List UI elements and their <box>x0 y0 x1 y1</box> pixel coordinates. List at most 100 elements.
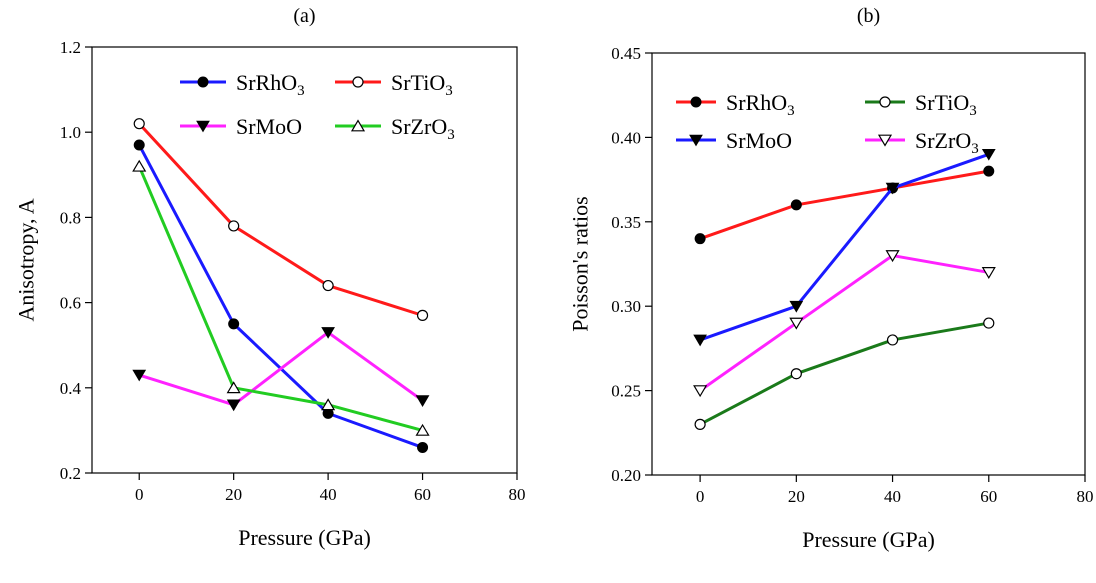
data-point <box>693 334 707 347</box>
y-tick-label: 0.20 <box>611 466 641 485</box>
data-point <box>981 267 996 280</box>
x-tick-label: 80 <box>509 485 526 504</box>
legend-label: SrZrO3 <box>391 114 455 143</box>
panel-label: (a) <box>293 5 315 27</box>
chart-panel-a: (a) 0 20 40 60 80 0.2 0.4 0.6 0.8 1.0 1.2 Pressure (… <box>14 5 526 550</box>
y-tick-label: 1.0 <box>60 123 81 142</box>
x-axis-title: Pressure (GPa) <box>238 525 371 550</box>
series-line <box>138 122 424 317</box>
data-point <box>321 398 336 411</box>
y-tick-label: 1.2 <box>60 38 81 57</box>
data-point <box>885 250 900 263</box>
data-point <box>228 220 240 232</box>
y-tick-label: 0.45 <box>611 44 641 63</box>
data-point <box>789 317 804 330</box>
x-axis-title: Pressure (GPa) <box>802 527 935 552</box>
legend-item: SrRhO3 <box>676 90 795 119</box>
series-SrTiO3 <box>694 317 995 430</box>
legend-marker <box>877 134 893 147</box>
plot-frame <box>651 52 1086 476</box>
legend-label: SrMoO <box>726 128 792 153</box>
y-tick-label: 0.2 <box>60 464 81 483</box>
panel-label: (b) <box>857 5 880 27</box>
series-SrZrO3 <box>693 250 996 398</box>
series-SrRhO3 <box>133 139 429 453</box>
series-SrRhO3 <box>694 165 995 245</box>
legend-label: SrZrO3 <box>915 128 979 157</box>
legend-item: SrTiO3 <box>335 70 453 99</box>
data-point <box>886 334 899 346</box>
data-point <box>417 441 429 453</box>
x-tick-label: 60 <box>414 485 431 504</box>
y-tick-label: 0.8 <box>60 208 81 227</box>
legend-item: SrMoO <box>180 114 302 139</box>
series-line <box>699 254 990 392</box>
data-point <box>885 182 900 195</box>
data-point <box>322 279 334 292</box>
series-line <box>699 152 990 342</box>
legend-item: SrRhO3 <box>180 70 305 99</box>
y-tick-label: 0.35 <box>611 213 641 232</box>
legend-marker <box>197 76 209 88</box>
y-tick-label: 0.6 <box>60 294 81 313</box>
y-axis-title: Anisotropy, A <box>14 198 39 321</box>
series-line <box>137 165 423 432</box>
data-point <box>226 399 241 412</box>
data-point <box>132 369 147 382</box>
data-point <box>228 318 240 330</box>
legend-item: SrZrO3 <box>335 114 455 143</box>
legend-label: SrMoO <box>236 114 302 139</box>
series-SrTiO3 <box>133 118 429 321</box>
data-point <box>694 233 706 245</box>
legend-label: SrRhO3 <box>726 90 795 119</box>
data-point <box>790 368 802 380</box>
data-point <box>416 309 429 321</box>
data-point <box>133 118 145 130</box>
x-tick-label: 80 <box>1077 487 1094 506</box>
data-point <box>789 300 804 313</box>
series-SrZrO3 <box>132 159 430 436</box>
data-point <box>132 159 147 172</box>
legend-label: SrRhO3 <box>236 70 305 99</box>
series-line <box>137 144 424 449</box>
legend-marker <box>196 120 210 133</box>
legend-label: SrTiO3 <box>391 70 453 99</box>
data-point <box>226 381 241 394</box>
series-SrMoO <box>132 327 430 412</box>
y-tick-label: 0.25 <box>611 382 641 401</box>
legend-marker <box>879 96 891 108</box>
legend-marker <box>689 134 703 147</box>
data-point <box>981 148 996 161</box>
legend-item: SrTiO3 <box>865 90 977 119</box>
legend: SrRhO3 SrTiO3 SrMoO SrZrO3 <box>676 90 979 157</box>
data-point <box>415 395 430 407</box>
legend-marker <box>350 119 366 132</box>
data-point <box>133 139 145 151</box>
series-line <box>699 321 990 426</box>
series-line <box>138 330 424 407</box>
data-point <box>790 199 802 211</box>
legend: SrRhO3 SrTiO3 SrMoO SrZrO3 <box>180 70 455 143</box>
data-point <box>415 423 430 436</box>
data-point <box>321 327 335 339</box>
series-SrMoO <box>693 148 996 347</box>
x-tick-label: 60 <box>980 487 997 506</box>
legend-marker <box>352 76 364 88</box>
plot-frame <box>91 46 518 474</box>
data-point <box>983 165 995 177</box>
y-tick-label: 0.30 <box>611 297 641 316</box>
legend-item: SrZrO3 <box>865 128 979 157</box>
legend-item: SrMoO <box>676 128 792 153</box>
chart-panel-b: (b) 0 20 40 60 80 0.20 0.25 0.30 0.35 0.40 0.45 Pres… <box>568 5 1094 552</box>
x-tick-label: 40 <box>320 485 337 504</box>
data-point <box>694 418 706 430</box>
y-tick-label: 0.4 <box>60 379 82 398</box>
data-point <box>983 317 995 329</box>
x-tick-label: 40 <box>884 487 901 506</box>
legend-label: SrTiO3 <box>915 90 977 119</box>
y-tick-label: 0.40 <box>611 128 641 147</box>
legend-marker <box>690 96 702 108</box>
series-line <box>699 169 990 241</box>
x-tick-label: 20 <box>225 485 242 504</box>
